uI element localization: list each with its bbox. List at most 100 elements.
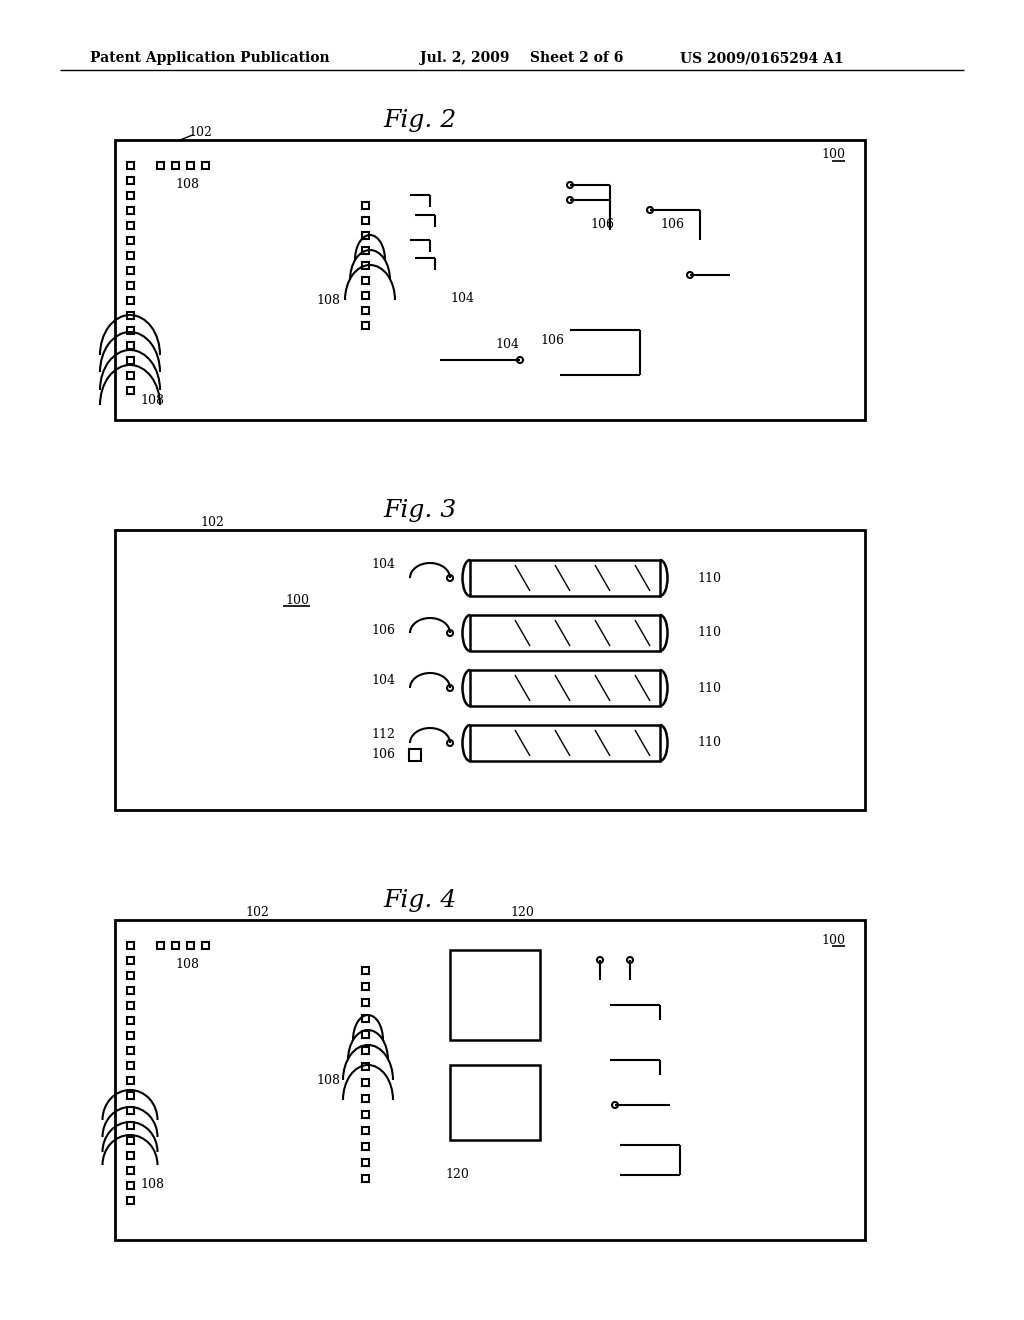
Bar (470, 725, 660, 762)
Bar (127, 387, 133, 393)
Bar (127, 356, 133, 363)
Bar (127, 1031, 133, 1039)
Bar (361, 247, 369, 253)
Bar (361, 292, 369, 298)
Bar (127, 1077, 133, 1084)
Text: 104: 104 (495, 338, 519, 351)
Text: 100: 100 (821, 149, 845, 161)
Bar (470, 615, 660, 651)
Bar (127, 161, 133, 169)
Circle shape (517, 356, 523, 363)
Text: 106: 106 (660, 219, 684, 231)
Text: 106: 106 (590, 219, 614, 231)
Circle shape (627, 957, 633, 964)
Bar (127, 281, 133, 289)
Text: 106: 106 (371, 623, 395, 636)
Bar (127, 1167, 133, 1173)
Text: 104: 104 (371, 558, 395, 572)
Circle shape (567, 182, 573, 187)
Text: 110: 110 (697, 737, 721, 750)
Bar (127, 297, 133, 304)
Bar (115, 920, 865, 1239)
Bar (157, 161, 164, 169)
Bar (127, 1151, 133, 1159)
Bar (361, 202, 369, 209)
Bar (171, 941, 178, 949)
Bar (127, 371, 133, 379)
Bar (115, 531, 865, 810)
Text: Sheet 2 of 6: Sheet 2 of 6 (530, 51, 624, 65)
Text: 106: 106 (371, 748, 395, 762)
Bar (361, 261, 369, 268)
Text: 102: 102 (200, 516, 224, 528)
Bar (127, 1122, 133, 1129)
Bar (127, 222, 133, 228)
Text: 108: 108 (316, 293, 340, 306)
Bar (202, 941, 209, 949)
Bar (361, 1078, 369, 1085)
Bar (361, 998, 369, 1006)
Bar (171, 161, 178, 169)
Bar (450, 950, 540, 1040)
Bar (127, 326, 133, 334)
Bar (361, 1126, 369, 1134)
Bar (361, 1063, 369, 1069)
Bar (127, 986, 133, 994)
Bar (127, 1137, 133, 1143)
Bar (361, 1094, 369, 1101)
Text: 108: 108 (140, 393, 164, 407)
Bar (127, 206, 133, 214)
Text: 104: 104 (371, 673, 395, 686)
Circle shape (612, 1102, 618, 1107)
Text: 110: 110 (697, 681, 721, 694)
Circle shape (447, 576, 453, 581)
Text: 108: 108 (316, 1073, 340, 1086)
Bar (127, 252, 133, 259)
Text: 106: 106 (540, 334, 564, 346)
Circle shape (447, 741, 453, 746)
Bar (361, 322, 369, 329)
Text: 108: 108 (175, 958, 199, 972)
Bar (127, 312, 133, 318)
Bar (127, 177, 133, 183)
Bar (127, 1016, 133, 1023)
Bar (127, 191, 133, 198)
Bar (361, 1143, 369, 1150)
Bar (361, 1110, 369, 1118)
Text: 112: 112 (371, 729, 395, 742)
Bar (127, 1047, 133, 1053)
Bar (127, 267, 133, 273)
Bar (361, 231, 369, 239)
Bar (470, 671, 660, 706)
Bar (127, 972, 133, 978)
Bar (157, 941, 164, 949)
Text: 104: 104 (450, 292, 474, 305)
Text: 100: 100 (285, 594, 309, 606)
Text: 120: 120 (510, 906, 534, 919)
Text: 120: 120 (445, 1168, 469, 1181)
Bar (470, 560, 660, 597)
Bar (127, 957, 133, 964)
Bar (127, 342, 133, 348)
Text: 110: 110 (697, 572, 721, 585)
Bar (361, 982, 369, 990)
Bar (127, 1181, 133, 1188)
Text: Fig. 2: Fig. 2 (383, 108, 457, 132)
Text: 102: 102 (245, 906, 269, 919)
Bar (409, 748, 421, 762)
Bar (361, 276, 369, 284)
Bar (361, 966, 369, 974)
Bar (127, 236, 133, 243)
Circle shape (447, 630, 453, 636)
Bar (127, 1061, 133, 1068)
Bar (361, 1175, 369, 1181)
Bar (450, 1065, 540, 1140)
Text: 108: 108 (140, 1179, 164, 1192)
Bar (127, 1196, 133, 1204)
Circle shape (567, 197, 573, 203)
Bar (127, 1092, 133, 1098)
Circle shape (447, 685, 453, 690)
Bar (361, 1047, 369, 1053)
Text: 100: 100 (821, 933, 845, 946)
Bar (361, 1015, 369, 1022)
